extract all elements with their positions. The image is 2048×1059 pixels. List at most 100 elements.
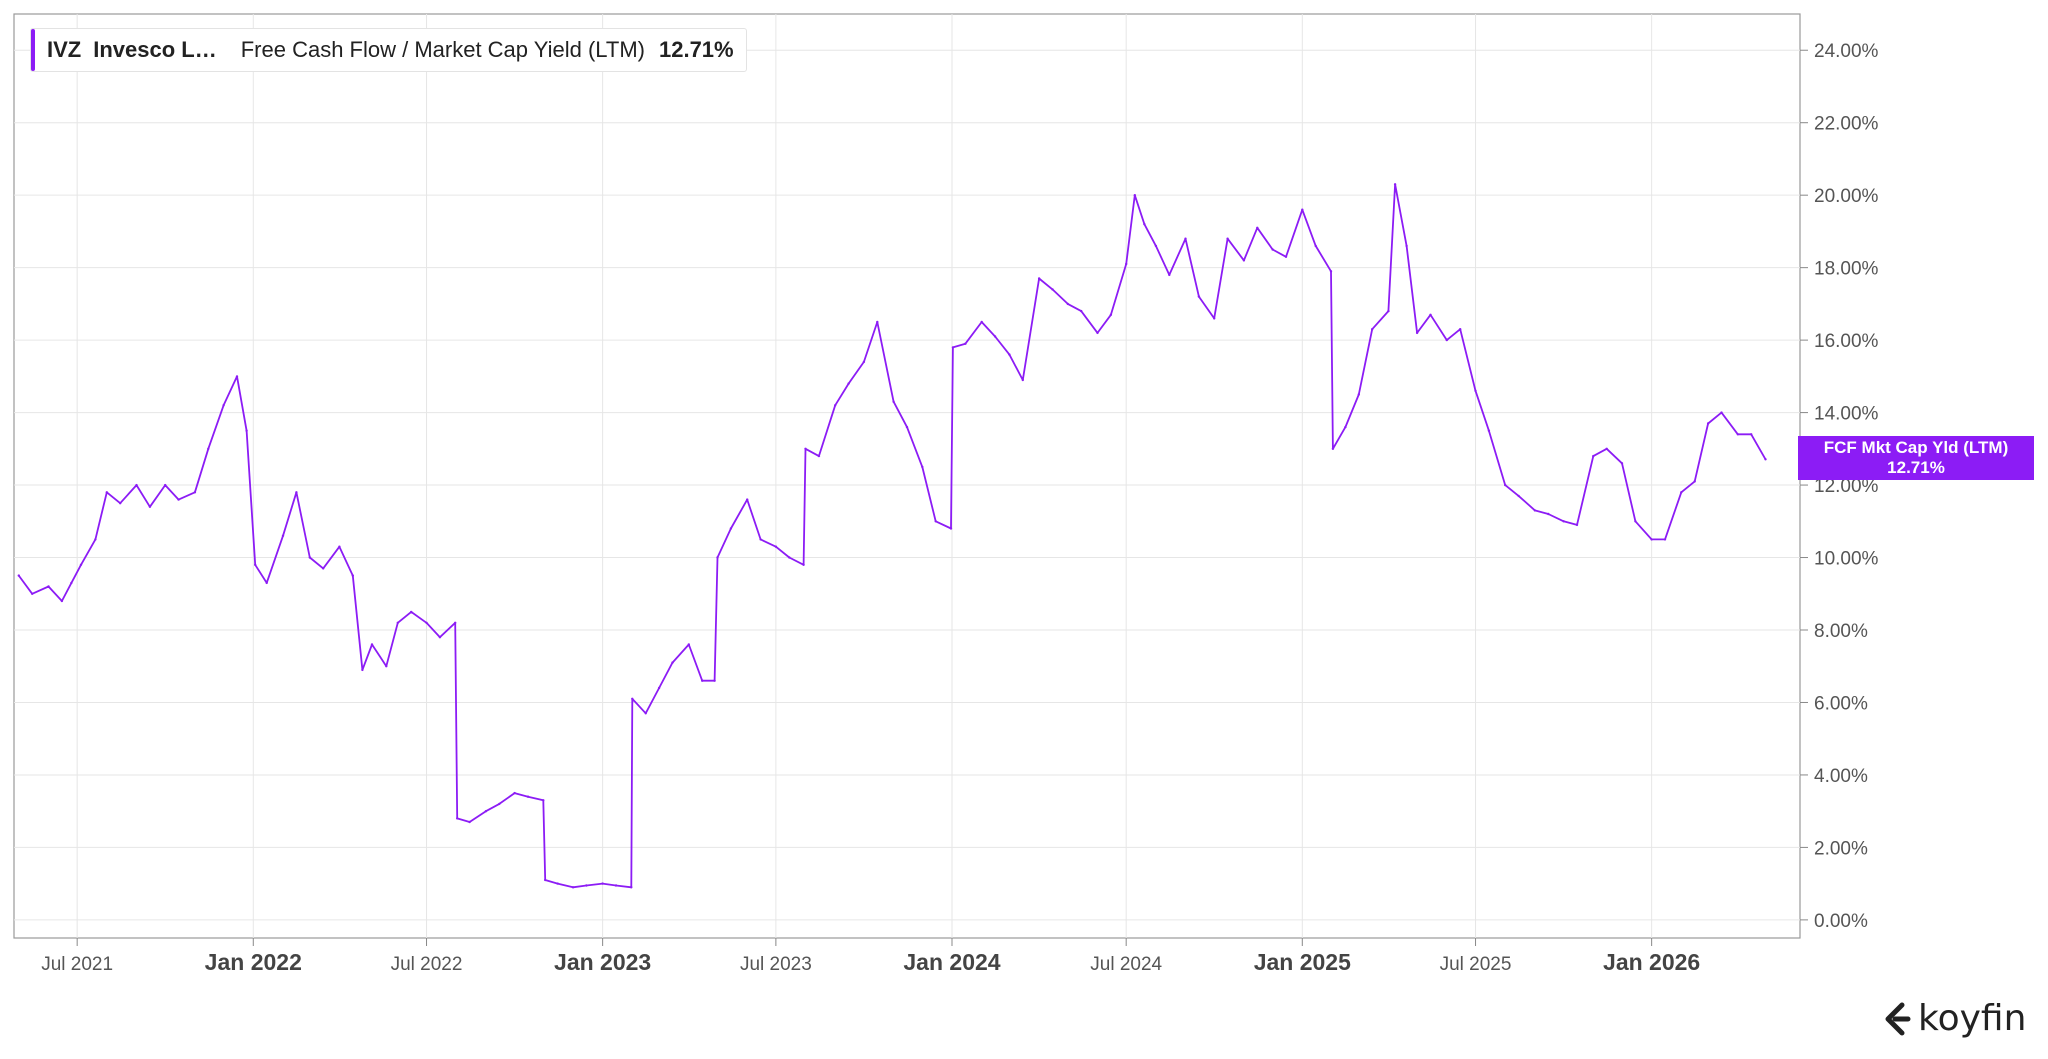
- series-point: [94, 538, 97, 541]
- series-point: [980, 320, 983, 324]
- series-point: [934, 520, 937, 523]
- series-point: [338, 545, 341, 548]
- series-point: [1720, 411, 1723, 414]
- series-point: [322, 567, 325, 570]
- series-point: [876, 320, 879, 324]
- series-point: [601, 882, 604, 885]
- series-point: [1051, 288, 1054, 291]
- series-point: [1605, 447, 1608, 450]
- series-point: [1344, 425, 1347, 429]
- series-point: [671, 661, 674, 664]
- series-point: [193, 491, 197, 494]
- series-point: [713, 679, 716, 682]
- series-point: [513, 791, 516, 795]
- series-point: [1620, 462, 1624, 465]
- series-point: [1405, 244, 1408, 248]
- y-tick-label: 8.00%: [1814, 621, 1868, 642]
- series-point: [1080, 309, 1083, 313]
- series-point: [79, 563, 83, 566]
- series-point: [644, 712, 647, 715]
- series-point: [964, 342, 967, 345]
- series-point: [164, 483, 167, 487]
- series-point: [921, 465, 924, 469]
- series-point: [834, 404, 837, 407]
- series-point: [631, 697, 634, 700]
- series-point: [804, 447, 807, 450]
- series-point: [254, 563, 257, 566]
- series-line-0[interactable]: [18, 183, 1767, 889]
- brand-name: koyfin: [1918, 998, 2027, 1039]
- series-point: [456, 817, 459, 820]
- series-point: [351, 574, 354, 577]
- series-point: [1706, 422, 1710, 425]
- series-point: [716, 556, 719, 559]
- series-point: [993, 335, 997, 338]
- y-tick-label: 18.00%: [1814, 259, 1879, 280]
- series-point: [862, 360, 866, 364]
- series-point: [1284, 255, 1288, 258]
- series-point: [1066, 302, 1070, 306]
- series-point: [1393, 183, 1397, 186]
- series-point: [1650, 538, 1653, 541]
- x-tick-label: Jan 2024: [903, 949, 1000, 975]
- series-point: [245, 429, 248, 432]
- series-point: [1387, 309, 1390, 313]
- y-tick-label: 6.00%: [1814, 693, 1868, 714]
- series-point: [1517, 494, 1520, 498]
- series-point: [1226, 237, 1229, 240]
- x-tick-label: Jul 2022: [391, 954, 463, 975]
- chart-legend[interactable]: IVZ Invesco L… Free Cash Flow / Market C…: [30, 28, 747, 72]
- brand-logo[interactable]: koyfin: [1880, 998, 2026, 1039]
- series-point: [1242, 259, 1246, 262]
- legend-ticker: IVZ: [47, 37, 82, 62]
- series-point: [235, 375, 239, 378]
- series-point: [1562, 520, 1565, 523]
- y-tick-label: 12.00%: [1814, 476, 1879, 497]
- series-point: [281, 534, 285, 537]
- legend-swatch: [31, 29, 35, 71]
- plot-area-border: [13, 13, 1801, 939]
- y-tick-label: 14.00%: [1814, 404, 1879, 425]
- series-point: [1575, 523, 1579, 527]
- y-grid-lines: [14, 49, 1800, 921]
- series-point: [1125, 262, 1128, 266]
- x-tick-label: Jul 2023: [740, 954, 812, 975]
- series-point: [951, 346, 955, 349]
- series-point: [630, 886, 633, 889]
- series-point: [265, 581, 268, 585]
- series-point: [222, 404, 225, 407]
- last-value-tag-label: FCF Mkt Cap Yld (LTM): [1823, 438, 2009, 457]
- series-point: [1445, 338, 1449, 342]
- series-point: [1133, 194, 1137, 197]
- koyfin-logo-icon: [1885, 1002, 1911, 1035]
- x-tick-label: Jul 2021: [41, 954, 113, 975]
- series-point: [571, 886, 575, 889]
- series-point: [484, 810, 488, 813]
- series-point: [308, 556, 311, 559]
- series-point: [70, 581, 73, 585]
- series-point: [1487, 429, 1491, 432]
- series-point: [1533, 509, 1537, 512]
- x-tick-label: Jan 2026: [1603, 949, 1700, 975]
- series-point: [556, 882, 559, 885]
- series-layer: [17, 183, 1767, 889]
- series-point: [1197, 295, 1201, 298]
- series-point: [361, 668, 364, 672]
- series-point: [526, 795, 530, 798]
- series-point: [687, 643, 690, 646]
- series-point: [119, 502, 122, 505]
- x-tick-label: Jan 2023: [554, 949, 651, 975]
- series-point: [1693, 480, 1696, 483]
- series-point: [295, 491, 298, 494]
- series-point: [1592, 454, 1595, 458]
- series-point: [1331, 447, 1335, 450]
- y-tick-label: 20.00%: [1814, 186, 1879, 207]
- series-point: [1008, 353, 1011, 356]
- series-point: [105, 491, 109, 494]
- series-point: [385, 665, 388, 668]
- series-point: [1184, 237, 1187, 240]
- series-point: [17, 574, 20, 577]
- x-axis-ticks: Jul 2021 Jan 2022 Jul 2022 Jan 2023 Jul 2023…: [41, 938, 1700, 975]
- series-point: [498, 802, 501, 806]
